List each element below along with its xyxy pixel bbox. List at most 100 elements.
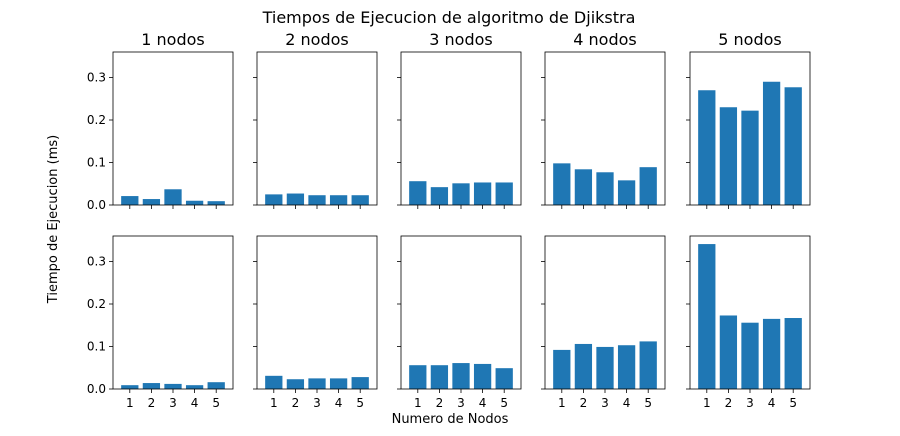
x-tick-label: 4 xyxy=(623,396,631,410)
bar-r1-c3-2 xyxy=(430,187,449,205)
bar-r1-c3-3 xyxy=(452,183,470,205)
chart-suptitle: Tiempos de Ejecucion de algoritmo de Dji… xyxy=(262,8,636,27)
panel-r2-c1: 1 2 3 4 5 0.0 0.1 0.2 0.3 xyxy=(87,235,234,410)
x-tick-label: 4 xyxy=(191,396,199,410)
panel-frame xyxy=(256,235,378,390)
panel-r1-c5: 5 nodos xyxy=(686,30,811,209)
bar-r1-c4-3 xyxy=(596,172,614,205)
bar-r1-c3-1 xyxy=(409,181,427,205)
bar-r2-c1-3 xyxy=(164,383,182,389)
panel-frame xyxy=(544,51,666,206)
x-tick-label: 3 xyxy=(313,396,321,410)
x-tick-label: 1 xyxy=(126,396,134,410)
column-title-1: 1 nodos xyxy=(141,30,204,49)
bar-r2-c4-5 xyxy=(639,341,657,389)
x-tick-label: 3 xyxy=(169,396,177,410)
panel-r1-c2: 2 nodos xyxy=(253,30,378,209)
bar-r1-c5-1 xyxy=(698,90,716,205)
x-tick-label: 5 xyxy=(356,396,364,410)
bar-r2-c5-5 xyxy=(784,318,802,389)
panel-frame xyxy=(689,235,811,390)
bar-r2-c1-5 xyxy=(207,382,225,389)
bar-r2-c5-4 xyxy=(762,318,781,390)
x-tick-label: 2 xyxy=(292,396,300,410)
bar-r2-c3-2 xyxy=(430,365,449,389)
x-tick-label: 3 xyxy=(746,396,754,410)
y-tick-label: 0.1 xyxy=(87,156,106,170)
bar-r1-c5-3 xyxy=(741,110,759,205)
bar-r1-c3-5 xyxy=(495,182,513,205)
bar-r1-c2-3 xyxy=(308,195,326,205)
x-tick-label: 3 xyxy=(601,396,609,410)
panel-r1-c1: 0.0 0.1 0.2 0.3 1 nodos xyxy=(87,30,234,212)
x-tick-label: 1 xyxy=(270,396,278,410)
bar-r2-c3-5 xyxy=(495,368,513,389)
x-tick-label: 4 xyxy=(479,396,487,410)
bar-r2-c5-1 xyxy=(698,244,716,389)
y-tick-label: 0.1 xyxy=(87,340,106,354)
y-tick-label: 0.0 xyxy=(87,382,106,396)
bar-r1-c1-3 xyxy=(164,189,182,205)
x-tick-label: 2 xyxy=(725,396,733,410)
bar-r2-c1-2 xyxy=(142,383,161,389)
x-tick-label: 1 xyxy=(703,396,711,410)
x-axis-label: Numero de Nodos xyxy=(392,412,509,427)
bar-r1-c4-5 xyxy=(639,167,657,205)
bar-r1-c5-2 xyxy=(719,107,738,205)
bar-r2-c3-3 xyxy=(452,363,470,389)
bar-r2-c5-2 xyxy=(719,315,738,389)
x-tick-label: 5 xyxy=(789,396,797,410)
panel-frame xyxy=(112,51,234,206)
x-tick-label: 4 xyxy=(335,396,343,410)
panel-frame xyxy=(256,51,378,206)
bar-r1-c2-1 xyxy=(265,194,283,206)
bar-r1-c1-4 xyxy=(185,200,204,205)
bar-r2-c1-1 xyxy=(121,385,139,389)
bar-r2-c4-4 xyxy=(617,345,636,389)
x-tick-label: 2 xyxy=(148,396,156,410)
bar-r2-c1-4 xyxy=(185,385,204,389)
x-tick-label: 2 xyxy=(436,396,444,410)
panel-frame xyxy=(400,235,522,390)
y-tick-label: 0.2 xyxy=(87,297,106,311)
bar-r1-c4-2 xyxy=(574,169,593,205)
bar-r1-c2-2 xyxy=(286,193,305,205)
panel-frame xyxy=(112,235,234,390)
bar-r1-c1-2 xyxy=(142,199,161,205)
x-tick-label: 5 xyxy=(644,396,652,410)
bar-r2-c2-5 xyxy=(351,377,369,389)
bar-r2-c3-4 xyxy=(473,363,492,389)
bar-r2-c2-4 xyxy=(329,378,348,390)
panel-r1-c4: 4 nodos xyxy=(541,30,666,209)
bar-r1-c2-4 xyxy=(329,195,348,205)
x-tick-label: 5 xyxy=(500,396,508,410)
bar-r2-c2-3 xyxy=(308,378,326,390)
bar-r2-c3-1 xyxy=(409,365,427,389)
x-tick-label: 5 xyxy=(212,396,220,410)
y-axis-label: Tiempo de Ejecucion (ms) xyxy=(46,135,61,304)
bar-r1-c2-5 xyxy=(351,195,369,205)
bar-r2-c4-2 xyxy=(574,343,593,389)
bar-r1-c3-4 xyxy=(473,182,492,205)
y-tick-label: 0.0 xyxy=(87,198,106,212)
bar-r2-c5-3 xyxy=(741,322,759,389)
y-tick-label: 0.3 xyxy=(87,255,106,269)
bar-r1-c1-1 xyxy=(121,196,139,205)
column-title-3: 3 nodos xyxy=(429,30,492,49)
bar-r2-c2-2 xyxy=(286,379,305,389)
panel-frame xyxy=(689,51,811,206)
bar-r2-c2-1 xyxy=(265,375,283,389)
bar-r1-c5-4 xyxy=(762,81,781,205)
y-tick-label: 0.3 xyxy=(87,71,106,85)
bar-r1-c4-4 xyxy=(617,180,636,205)
column-title-4: 4 nodos xyxy=(573,30,636,49)
column-title-2: 2 nodos xyxy=(285,30,348,49)
bar-r1-c5-5 xyxy=(784,87,802,205)
column-title-5: 5 nodos xyxy=(718,30,781,49)
bar-r2-c4-3 xyxy=(596,346,614,389)
